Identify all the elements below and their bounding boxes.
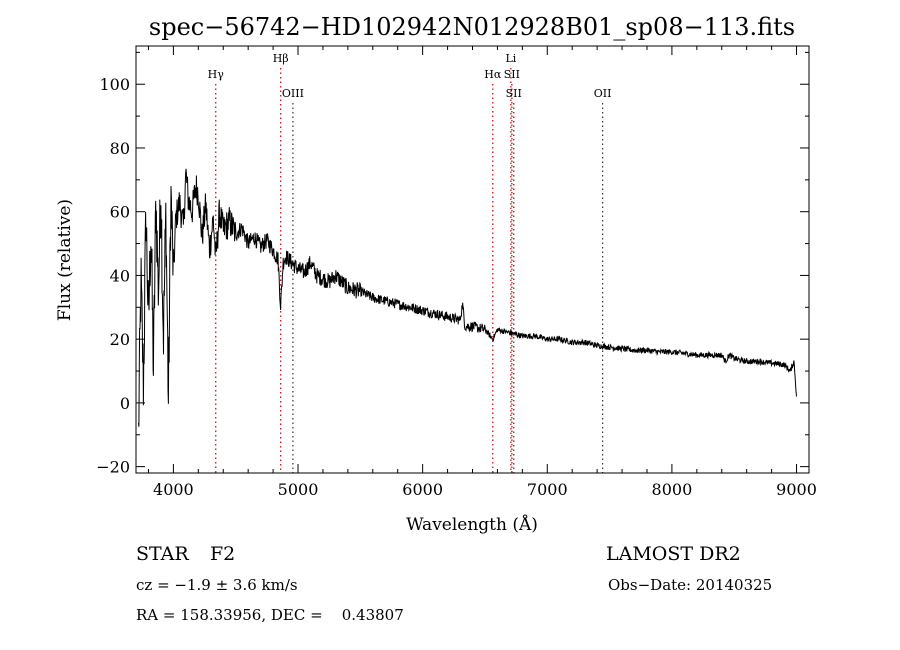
y-tick-label: 0 bbox=[120, 394, 130, 413]
x-tick-label: 9000 bbox=[776, 480, 817, 499]
coordinates: RA = 158.33956, DEC = 0.43807 bbox=[136, 606, 404, 624]
object-type: STAR bbox=[136, 543, 189, 565]
x-tick-label: 6000 bbox=[402, 480, 443, 499]
x-axis-label: Wavelength (Å) bbox=[406, 514, 538, 535]
spectral-line-label: Hβ bbox=[273, 52, 289, 65]
y-tick-label: 20 bbox=[110, 330, 130, 349]
plot-frame bbox=[135, 45, 810, 474]
spectral-line-label: Li bbox=[505, 52, 516, 65]
x-tick-label: 5000 bbox=[278, 480, 319, 499]
x-tick-label: 4000 bbox=[153, 480, 194, 499]
spectral-line-label: SII bbox=[506, 87, 522, 100]
y-tick-label: 40 bbox=[110, 266, 130, 285]
spectral-line-label: Hα bbox=[484, 68, 502, 81]
spectral-line-label: SII bbox=[504, 68, 520, 81]
spectral-line-label: OIII bbox=[282, 87, 304, 100]
spectrum-line bbox=[138, 168, 797, 427]
y-tick-labels: −20 0 20 40 60 80 100 bbox=[96, 75, 130, 476]
chart-title: spec−56742−HD102942N012928B01_sp08−113.f… bbox=[149, 13, 795, 41]
obs-date: Obs−Date: 20140325 bbox=[608, 576, 772, 594]
spectral-subclass: F2 bbox=[210, 543, 235, 565]
survey-name: LAMOST DR2 bbox=[606, 543, 741, 565]
redshift-text: cz = −1.9 ± 3.6 km/s bbox=[136, 576, 298, 594]
x-tick-labels: 4000 5000 6000 7000 8000 9000 bbox=[153, 480, 817, 499]
x-tick-label: 7000 bbox=[527, 480, 568, 499]
axis-ticks bbox=[136, 46, 809, 473]
y-tick-label: 60 bbox=[110, 203, 130, 222]
spectrum-series bbox=[138, 168, 797, 427]
spectral-line-label: OII bbox=[594, 87, 612, 100]
y-tick-label: 100 bbox=[99, 75, 130, 94]
y-axis-label: Flux (relative) bbox=[55, 199, 75, 321]
spectral-line-label: Hγ bbox=[208, 68, 225, 81]
y-tick-label: −20 bbox=[96, 458, 130, 477]
y-tick-label: 80 bbox=[110, 139, 130, 158]
x-tick-label: 8000 bbox=[652, 480, 693, 499]
